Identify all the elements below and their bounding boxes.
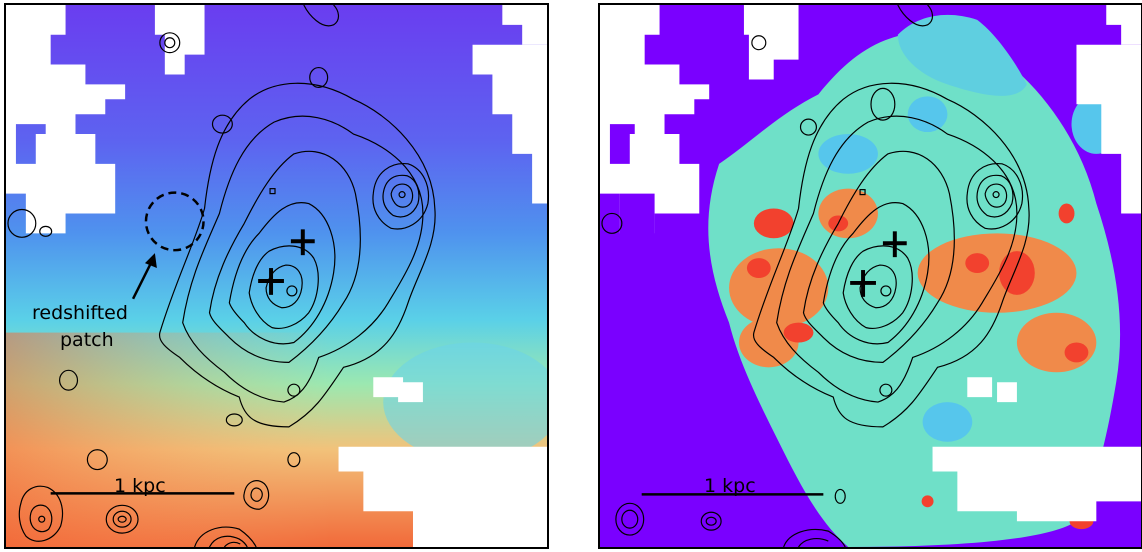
annotation-label-line2: patch — [60, 329, 114, 351]
contour-lines — [601, 5, 1030, 547]
masked-region — [600, 5, 1141, 522]
scale-bar-label: 1 kpc — [114, 475, 166, 497]
contour-lines — [7, 5, 436, 547]
velocity-map-panel: redshifted patch 1 kpc — [4, 3, 549, 549]
scale-bar-label: 1 kpc — [704, 475, 756, 497]
annotation-arrow — [131, 253, 157, 300]
velocity-map-image — [6, 5, 547, 547]
plus-markers — [850, 231, 907, 297]
plus-markers — [258, 229, 315, 295]
redshifted-patch-circle — [144, 191, 205, 252]
dispersion-map-image — [600, 5, 1141, 547]
masked-region — [6, 5, 547, 547]
dispersion-map-panel: 1 kpc — [598, 3, 1142, 549]
annotation-label-line1: redshifted — [32, 302, 128, 324]
